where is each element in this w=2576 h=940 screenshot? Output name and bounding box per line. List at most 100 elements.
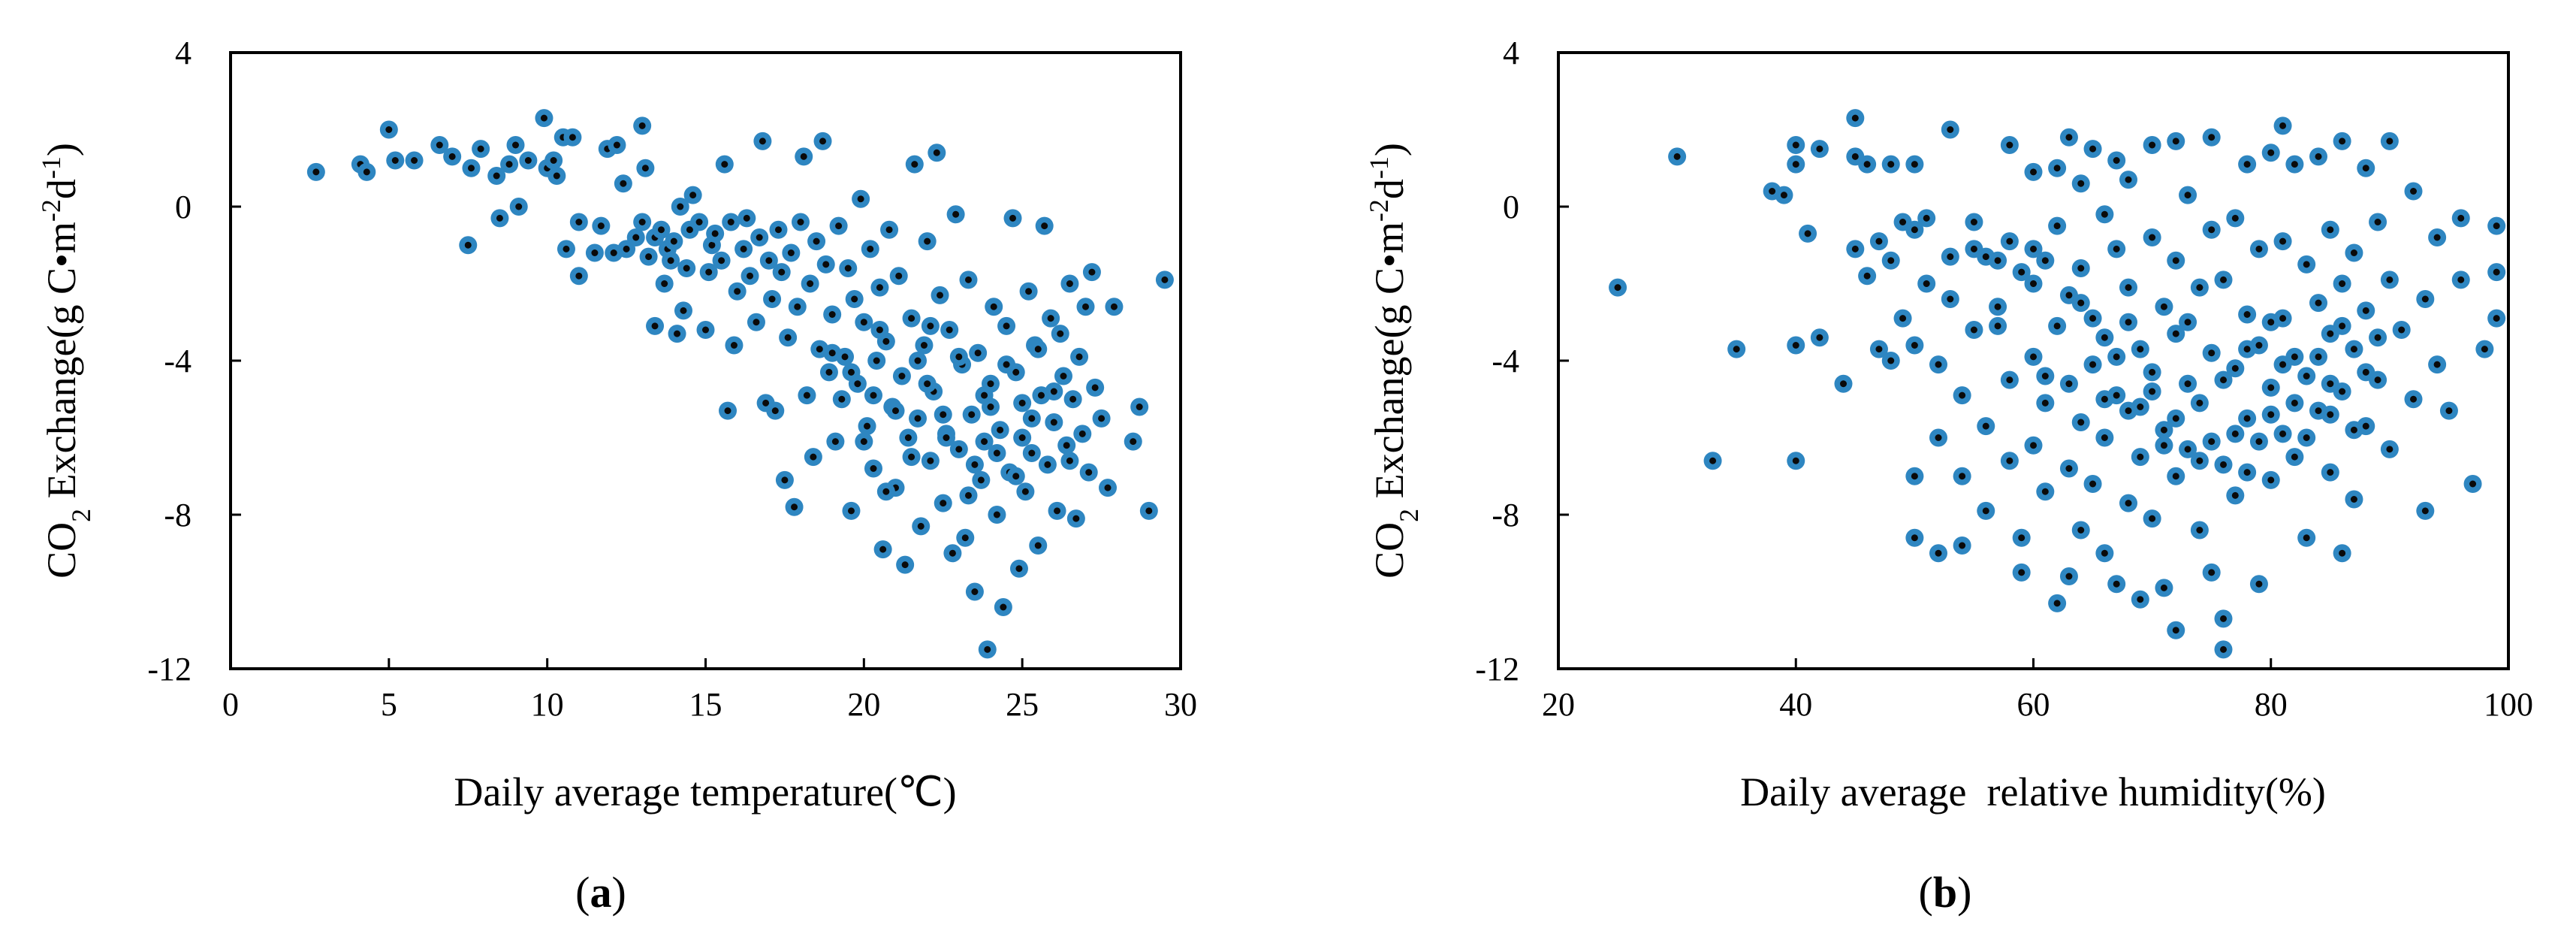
scatter-point-b-36	[1941, 120, 1959, 139]
x-tick-label-a-6: 30	[1164, 686, 1197, 723]
scatter-point-b-19	[1869, 340, 1888, 358]
scatter-point-a-94	[839, 259, 858, 277]
scatter-point-a-72	[769, 220, 788, 239]
scatter-point-a-35	[633, 213, 652, 231]
scatter-point-a-174	[1099, 479, 1118, 497]
scatter-point-b-191	[2226, 425, 2245, 443]
scatter-point-b-7	[1787, 155, 1805, 174]
scatter-point-b-80	[2095, 205, 2114, 224]
scatter-point-a-201	[864, 386, 882, 405]
scatter-point-a-141	[988, 506, 1006, 524]
scatter-point-b-182	[2036, 367, 2055, 385]
scatter-point-b-195	[2273, 355, 2292, 374]
scatter-point-b-103	[2167, 251, 2185, 270]
scatter-point-a-192	[1029, 340, 1048, 358]
scatter-point-b-62	[2036, 482, 2055, 501]
scatter-point-a-59	[722, 213, 741, 231]
scatter-point-a-67	[753, 131, 772, 150]
y-tick-label-a-4: -12	[147, 651, 192, 688]
points-a	[306, 109, 1174, 659]
scatter-point-b-143	[2309, 147, 2327, 166]
scatter-point-b-130	[2261, 144, 2280, 162]
scatter-point-a-6	[430, 136, 449, 154]
scatter-point-b-29	[1905, 467, 1924, 485]
scatter-point-a-159	[1045, 413, 1063, 431]
scatter-point-a-136	[972, 470, 991, 489]
scatter-point-b-92	[2131, 340, 2149, 358]
scatter-point-b-32	[1917, 274, 1936, 293]
y-tick-label-b-4: -12	[1475, 651, 1519, 688]
scatter-point-a-112	[896, 555, 915, 574]
scatter-point-b-172	[2451, 209, 2470, 228]
scatter-point-a-127	[943, 544, 962, 563]
scatter-point-b-165	[2404, 182, 2423, 201]
scatter-point-b-112	[2190, 521, 2209, 540]
scatter-point-a-36	[636, 159, 655, 177]
scatter-point-b-189	[2190, 452, 2209, 470]
scatter-point-b-109	[2179, 440, 2197, 458]
scatter-point-a-111	[892, 367, 911, 385]
scatter-point-a-7	[443, 147, 462, 166]
scatter-point-a-102	[864, 459, 882, 478]
scatter-point-b-153	[2345, 243, 2363, 262]
scatter-point-a-43	[662, 251, 680, 270]
scatter-point-a-149	[1013, 394, 1032, 413]
scatter-point-b-132	[2261, 470, 2280, 489]
scatter-point-b-23	[1881, 251, 1900, 270]
scatter-point-b-18	[1858, 267, 1877, 286]
scatter-point-b-106	[2167, 621, 2185, 639]
scatter-point-a-51	[690, 213, 709, 231]
scatter-point-b-55	[2012, 563, 2031, 582]
scatter-point-b-102	[2167, 131, 2185, 150]
panel-label-b-open: (	[1919, 868, 1933, 917]
scatter-point-b-118	[2214, 455, 2233, 474]
scatter-point-b-101	[2155, 579, 2173, 597]
scatter-point-a-187	[949, 347, 968, 366]
scatter-point-b-194	[2261, 405, 2280, 424]
scatter-point-a-161	[1051, 325, 1069, 343]
scatter-point-b-198	[2321, 405, 2339, 424]
scatter-point-a-183	[886, 401, 905, 420]
scatter-point-b-146	[2321, 220, 2339, 239]
panel-label-a: (a)	[575, 868, 626, 917]
scatter-point-b-207	[2238, 463, 2257, 482]
scatter-point-b-87	[2107, 575, 2126, 594]
scatter-point-b-12	[1810, 328, 1829, 347]
x-tick-label-a-2: 10	[531, 686, 564, 723]
scatter-point-a-181	[855, 432, 873, 451]
scatter-point-b-122	[2226, 359, 2245, 378]
scatter-point-a-84	[807, 232, 826, 251]
scatter-point-a-129	[949, 440, 968, 458]
scatter-point-b-49	[2000, 136, 2019, 154]
panel-label-b-letter: b	[1933, 868, 1957, 917]
scatter-point-b-60	[2036, 251, 2055, 270]
scatter-point-b-50	[2000, 232, 2019, 251]
scatter-point-b-9	[1787, 452, 1805, 470]
scatter-point-a-132	[959, 271, 978, 289]
scatter-point-b-196	[2285, 394, 2304, 413]
scatter-point-a-2	[357, 162, 376, 181]
panel-label-a-close: )	[612, 868, 626, 917]
scatter-point-b-88	[2119, 171, 2137, 189]
scatter-point-a-107	[880, 220, 899, 239]
scatter-point-b-100	[2155, 421, 2173, 440]
scatter-point-b-10	[1799, 224, 1817, 243]
scatter-point-b-105	[2167, 467, 2185, 485]
y-title-b-pre: CO	[1367, 522, 1412, 579]
scatter-point-a-16	[519, 151, 538, 170]
scatter-point-a-169	[1076, 298, 1095, 316]
scatter-point-b-163	[2380, 440, 2399, 458]
scatter-point-b-131	[2261, 378, 2280, 397]
scatter-point-a-110	[889, 267, 908, 286]
scatter-point-a-50	[683, 186, 702, 204]
scatter-point-b-97	[2143, 363, 2161, 382]
scatter-point-a-81	[798, 386, 816, 405]
scatter-point-b-164	[2392, 321, 2411, 339]
scatter-point-b-127	[2249, 240, 2268, 258]
scatter-point-a-96	[845, 290, 864, 308]
scatter-point-b-31	[1917, 209, 1936, 228]
scatter-point-a-45	[668, 325, 686, 343]
scatter-point-b-110	[2190, 278, 2209, 297]
scatter-point-b-156	[2357, 159, 2375, 177]
